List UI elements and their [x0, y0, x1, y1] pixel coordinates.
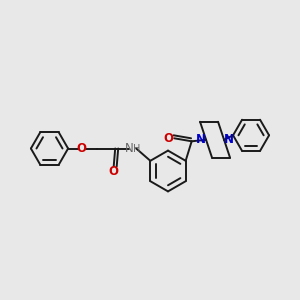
Text: O: O: [76, 142, 87, 155]
Text: O: O: [109, 165, 119, 178]
Text: N: N: [125, 142, 134, 155]
Text: H: H: [133, 143, 141, 154]
Text: N: N: [196, 133, 206, 146]
Text: N: N: [224, 133, 234, 146]
Text: O: O: [164, 132, 174, 145]
